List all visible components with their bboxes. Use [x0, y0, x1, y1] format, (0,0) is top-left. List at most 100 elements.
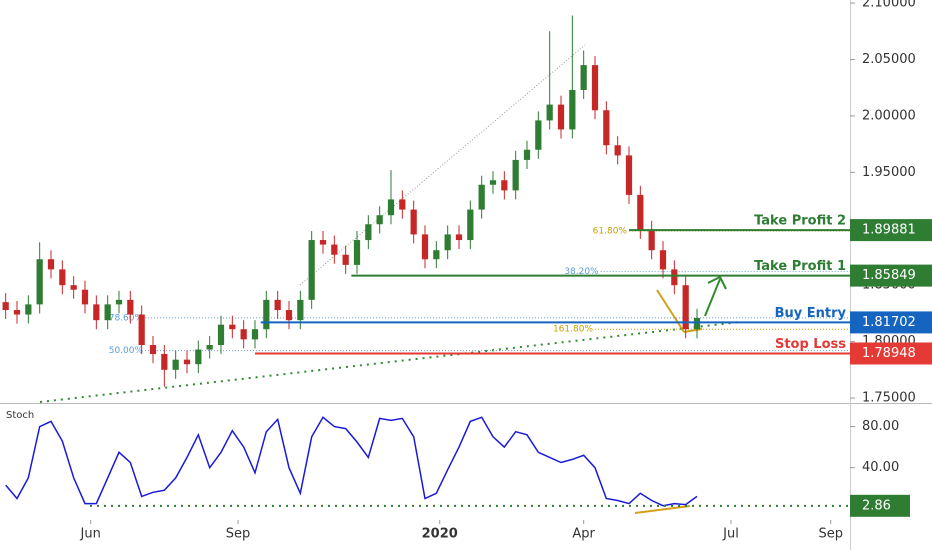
candle-body: [399, 199, 406, 210]
y-tick-label: 1.75000: [862, 391, 916, 406]
level-name: Take Profit 2: [754, 214, 846, 229]
candle-body: [614, 145, 621, 156]
candle-body: [25, 304, 32, 315]
candle-body: [59, 269, 66, 286]
candle-body: [353, 240, 361, 265]
arrow-head: [707, 275, 727, 290]
level-value: 1.78948: [862, 346, 916, 361]
leg-line: [683, 328, 703, 333]
candle-body: [410, 209, 417, 235]
y-tick-label: 2.05000: [862, 52, 916, 67]
candle-body: [81, 289, 89, 305]
candle-body: [637, 194, 644, 230]
fib-label: 38.20%: [564, 267, 599, 277]
candle-body: [251, 329, 259, 340]
level-box: [850, 342, 932, 365]
candle-body: [625, 155, 633, 195]
x-tick-label: Apr: [572, 527, 595, 542]
candle-body: [308, 240, 315, 300]
y-tick-label: 1.95000: [862, 165, 916, 180]
candle-body: [229, 324, 236, 330]
x-tick-label: 2020: [422, 527, 458, 542]
fib-label: 78.60%: [109, 313, 144, 323]
candle-body: [467, 209, 474, 241]
candle-body: [161, 354, 168, 370]
arrow: [704, 278, 721, 317]
candle-body: [127, 299, 134, 315]
candle-body: [319, 240, 327, 245]
stoch-y-tick-label: 80.00: [862, 419, 899, 434]
level-box: [850, 311, 932, 334]
divergence-line: [634, 505, 691, 514]
candle-body: [444, 234, 451, 251]
candle-body: [489, 180, 497, 185]
x-tick-label: Jun: [80, 527, 101, 542]
candle-body: [523, 149, 531, 160]
level-box: [850, 264, 932, 287]
candle-body: [285, 310, 293, 321]
candle-body: [433, 250, 440, 260]
candle-body: [2, 302, 9, 311]
candle-body: [512, 159, 519, 191]
candle-body: [172, 359, 179, 370]
candle-body: [591, 65, 599, 111]
y-tick-label: 2.10000: [862, 0, 916, 11]
level-name: Take Profit 1: [754, 259, 846, 274]
candle-body: [36, 259, 43, 305]
candle-body: [603, 110, 610, 146]
level-box: [850, 219, 932, 242]
candle-body: [93, 304, 100, 321]
leg-line: [656, 289, 685, 333]
candle-body: [240, 329, 247, 340]
level-name: Stop Loss: [775, 337, 846, 352]
level-value: 1.85849: [862, 268, 916, 283]
candle-body: [149, 345, 157, 355]
stoch-y-tick-label: 40.00: [862, 460, 899, 475]
candle-body: [648, 229, 655, 251]
candle-body: [580, 65, 587, 90]
y-tick-label: 2.00000: [862, 108, 916, 123]
candle-body: [682, 285, 689, 330]
candle-body: [47, 259, 55, 270]
x-tick-label: Jul: [722, 527, 739, 542]
stoch-level-box: [850, 494, 910, 517]
level-value: 1.81702: [862, 315, 916, 330]
candle-body: [70, 285, 77, 290]
candle-body: [331, 244, 338, 255]
candle-body: [138, 314, 145, 346]
candle-body: [206, 345, 213, 350]
candle-body: [671, 269, 678, 286]
candle-body: [115, 299, 123, 305]
candle-body: [183, 359, 191, 365]
fib-label: 61.80%: [593, 227, 628, 237]
stoch-level-value: 2.86: [862, 498, 891, 513]
candle-body: [263, 299, 270, 330]
candle-body: [478, 184, 485, 210]
candle-body: [195, 349, 202, 365]
level-value: 1.89881: [862, 223, 916, 238]
x-tick-label: Sep: [818, 527, 843, 542]
fib-label: 161.80%: [553, 325, 593, 335]
candle-body: [387, 199, 395, 216]
candle-body: [342, 254, 349, 265]
candle-body: [13, 310, 21, 315]
candle-body: [297, 299, 304, 321]
candle-body: [659, 250, 667, 270]
stoch-label: Stoch: [6, 410, 34, 421]
candle-body: [421, 234, 429, 260]
candle-body: [693, 317, 701, 330]
level-name: Buy Entry: [775, 306, 847, 321]
candle-body: [376, 215, 383, 225]
candle-body: [217, 324, 225, 346]
fib-diagonal: [299, 44, 586, 286]
candle-body: [569, 89, 576, 130]
candle-body: [501, 180, 508, 191]
candle-body: [365, 224, 372, 241]
fib-label: 50.00%: [109, 346, 144, 356]
trend-line: [39, 321, 741, 403]
candle-body: [455, 234, 463, 241]
candle-body: [274, 299, 281, 311]
stoch-line: [5, 416, 698, 507]
candle-body: [546, 104, 553, 121]
